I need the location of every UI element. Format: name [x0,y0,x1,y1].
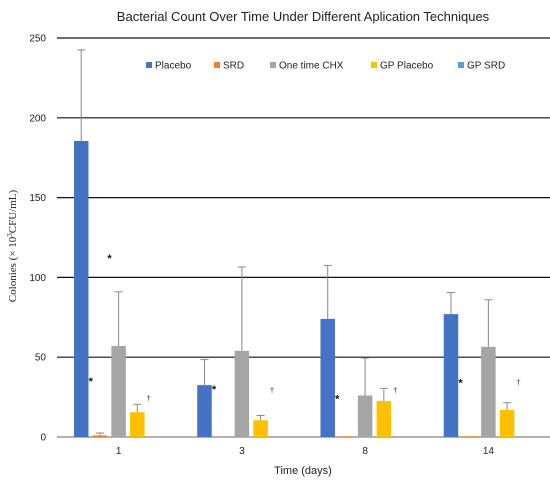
legend-label: Placebo [155,61,192,72]
legend-swatch [214,62,220,68]
y-tick-label: 100 [29,273,46,284]
bar [481,346,496,437]
y-tick-label: 150 [29,193,46,204]
bar [130,412,145,437]
dagger-annotation: † [270,386,274,395]
bar [234,350,250,437]
asterisk-annotation: * [335,394,340,406]
bar [111,346,126,437]
dagger-annotation: † [393,386,397,395]
dagger-annotation: † [517,378,521,387]
gridlines [57,37,550,438]
x-tick-label: 8 [362,446,368,457]
bar [73,140,89,437]
legend: Placebo SRD One time CHX GP Placebo GP SRD [146,61,505,72]
significance-annotations: * * † * † * † * † [89,253,521,405]
asterisk-annotation: * [458,378,463,390]
y-axis-label: Colonies (× 103CFU/mL) [6,189,19,302]
legend-swatch [371,62,377,68]
bar [320,318,335,437]
x-axis-ticks: 1 3 8 14 [116,446,495,457]
legend-label: One time CHX [279,61,344,72]
bar [197,385,212,437]
x-tick-label: 14 [483,446,495,457]
legend-swatch [270,62,276,68]
x-axis-label: Time (days) [274,465,332,477]
x-tick-label: 3 [239,446,245,457]
bar [253,420,268,437]
y-axis-label-tail: CFU/mL) [7,189,19,233]
legend-swatch [146,62,152,68]
x-tick-label: 1 [116,446,122,457]
y-axis-label-sup: 3 [6,233,14,237]
bar [376,401,392,437]
asterisk-annotation: * [89,376,94,388]
legend-label: GP Placebo [380,61,434,72]
bars [73,140,515,437]
bar [443,314,459,437]
chart-title: Bacterial Count Over Time Under Differen… [117,9,490,24]
y-tick-label: 200 [29,113,46,124]
dagger-annotation: † [147,394,151,403]
y-axis-label-main: Colonies (× 10 [7,236,19,302]
bar [339,436,354,437]
legend-label: GP SRD [467,61,505,72]
y-axis-ticks: 0 50 100 150 200 250 [29,34,46,444]
asterisk-annotation: * [107,253,112,265]
legend-swatch [458,62,464,68]
bar [462,436,477,437]
bar [499,409,515,437]
y-tick-label: 0 [40,433,46,444]
y-tick-label: 250 [29,34,46,45]
y-tick-label: 50 [35,353,47,364]
asterisk-annotation: * [212,384,217,396]
bar [92,435,108,437]
bar [357,395,373,437]
error-bars [77,49,512,436]
legend-label: SRD [223,61,244,72]
